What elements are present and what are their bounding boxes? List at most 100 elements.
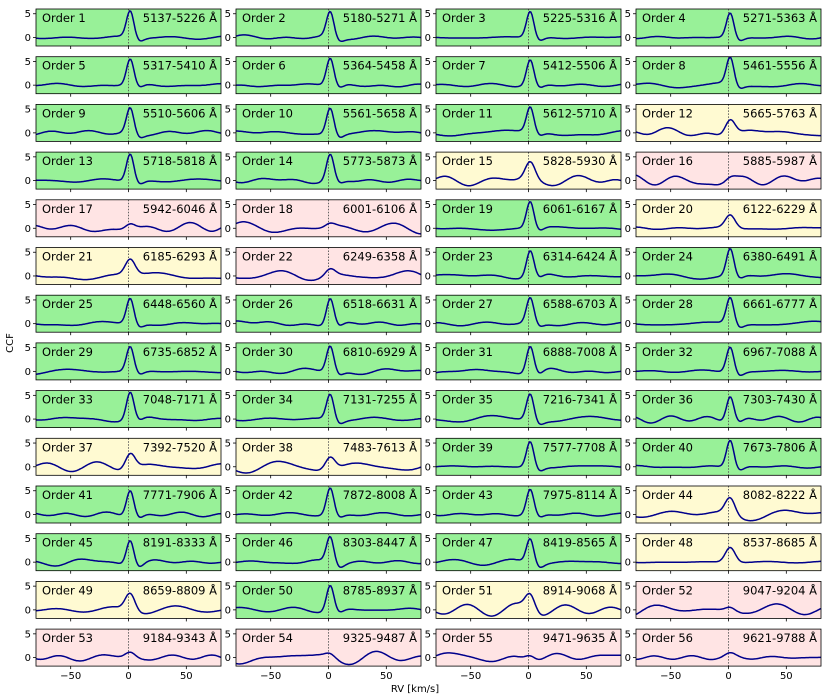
order-label: Order 6 bbox=[242, 59, 286, 73]
y-tick-label: 0 bbox=[625, 319, 631, 330]
y-tick-label: 5 bbox=[625, 391, 631, 402]
y-tick-label: 5 bbox=[225, 486, 231, 497]
panel-order-6: Order 6 5364-5458 Å 0 5 bbox=[225, 56, 422, 97]
panel-order-56: Order 56 9621-9788 Å 0 5 −50 0 50 bbox=[625, 628, 822, 682]
ccf-series-line bbox=[636, 247, 821, 280]
wavelength-range-label: 7771-7906 Å bbox=[143, 487, 217, 502]
y-tick-label: 0 bbox=[225, 176, 231, 187]
y-tick-label: 0 bbox=[625, 128, 631, 139]
y-tick-label: 0 bbox=[425, 367, 431, 378]
x-tick-label: −50 bbox=[260, 671, 281, 682]
ccf-series-line bbox=[35, 391, 221, 423]
y-tick-label: 0 bbox=[625, 510, 631, 521]
ccf-series-line bbox=[635, 296, 822, 329]
y-tick-label: 0 bbox=[25, 462, 31, 473]
y-tick-label: 0 bbox=[25, 605, 31, 616]
y-tick-label: 0 bbox=[425, 558, 431, 569]
panel-order-54: Order 54 9325-9487 Å 0 5 −50 0 50 bbox=[225, 628, 422, 682]
ccf-series-line bbox=[635, 396, 822, 424]
y-tick-label: 0 bbox=[25, 319, 31, 330]
ccf-series-line bbox=[636, 439, 822, 471]
ccf-series-line bbox=[235, 221, 422, 235]
panel-order-38: Order 38 7483-7613 Å 0 5 bbox=[225, 437, 422, 479]
x-tick-label: 50 bbox=[380, 671, 393, 682]
panels-group: Order 1 5137-5226 Å05 Order 2 5180-5271 Å05… bbox=[25, 8, 822, 682]
panel-order-34: Order 34 7131-7255 Å 0 5 bbox=[225, 390, 422, 431]
order-label: Order 23 bbox=[442, 250, 493, 264]
y-tick-label: 5 bbox=[625, 152, 631, 163]
wavelength-range-label: 5773-5873 Å bbox=[343, 153, 417, 168]
panel-order-10: Order 10 5561-5658 Å 0 5 bbox=[225, 104, 422, 145]
ccf-series-line bbox=[435, 393, 621, 426]
panel-order-22: Order 22 6249-6358 Å 0 5 bbox=[225, 247, 422, 288]
wavelength-range-label: 8659-8809 Å bbox=[143, 582, 217, 597]
wavelength-range-label: 8191-8333 Å bbox=[143, 535, 217, 550]
order-label: Order 51 bbox=[442, 583, 493, 597]
panel-order-5: Order 5 5317-5410 Å 0 5 bbox=[25, 56, 222, 97]
y-tick-label: 5 bbox=[225, 343, 231, 354]
y-tick-label: 5 bbox=[625, 486, 631, 497]
panel-order-41: Order 41 7771-7906 Å 0 5 bbox=[25, 485, 222, 526]
wavelength-range-label: 6588-6703 Å bbox=[543, 296, 617, 311]
y-tick-label: 0 bbox=[225, 605, 231, 616]
y-tick-label: 0 bbox=[225, 367, 231, 378]
y-tick-label: 5 bbox=[25, 57, 31, 68]
y-tick-label: 0 bbox=[425, 605, 431, 616]
y-tick-label: 5 bbox=[25, 534, 31, 545]
x-tick-label: 50 bbox=[780, 671, 793, 682]
y-tick-label: 0 bbox=[625, 415, 631, 426]
order-label: Order 49 bbox=[42, 583, 93, 597]
order-label: Order 30 bbox=[242, 345, 293, 359]
panel-order-48: Order 48 8537-8685 Å 0 5 bbox=[625, 533, 822, 574]
y-tick-label: 5 bbox=[625, 343, 631, 354]
wavelength-range-label: 7975-8114 Å bbox=[543, 487, 617, 502]
wavelength-range-label: 6888-7008 Å bbox=[543, 344, 617, 359]
ccf-series-line bbox=[435, 296, 622, 327]
wavelength-range-label: 6001-6106 Å bbox=[343, 201, 417, 216]
panel-order-13: Order 13 5718-5818 Å 0 5 bbox=[25, 151, 222, 193]
panel-order-25: Order 25 6448-6560 Å 0 5 bbox=[25, 294, 222, 336]
y-axis-label: CCF bbox=[5, 333, 16, 353]
y-tick-label: 5 bbox=[425, 9, 431, 20]
panel-order-16: Order 16 5885-5987 Å 0 5 bbox=[625, 151, 822, 193]
x-tick-label: 0 bbox=[525, 671, 531, 682]
order-label: Order 50 bbox=[242, 583, 293, 597]
ccf-series-line bbox=[635, 603, 822, 616]
y-tick-label: 5 bbox=[425, 629, 431, 640]
panel-order-24: Order 24 6380-6491 Å 0 5 bbox=[625, 247, 822, 288]
y-tick-label: 0 bbox=[425, 462, 431, 473]
order-label: Order 21 bbox=[42, 250, 93, 264]
y-tick-label: 0 bbox=[425, 33, 431, 44]
order-label: Order 20 bbox=[642, 202, 693, 216]
x-tick-label: 50 bbox=[180, 671, 193, 682]
wavelength-range-label: 8537-8685 Å bbox=[743, 535, 817, 550]
y-tick-label: 5 bbox=[425, 295, 431, 306]
wavelength-range-label: 8419-8565 Å bbox=[543, 535, 617, 550]
panel-order-28: Order 28 6661-6777 Å 0 5 bbox=[625, 294, 822, 336]
ccf-series-line bbox=[235, 57, 421, 88]
ccf-series-line bbox=[635, 174, 822, 186]
y-tick-label: 0 bbox=[625, 33, 631, 44]
y-tick-label: 0 bbox=[225, 271, 231, 282]
order-label: Order 12 bbox=[642, 106, 693, 120]
panel-order-40: Order 40 7673-7806 Å 0 5 bbox=[625, 437, 822, 479]
ccf-series-line bbox=[435, 652, 621, 663]
panel-order-12: Order 12 5665-5763 Å 0 5 bbox=[625, 104, 822, 145]
y-tick-label: 5 bbox=[225, 439, 231, 450]
ccf-series-line bbox=[435, 250, 622, 280]
wavelength-range-label: 5718-5818 Å bbox=[143, 153, 217, 168]
y-tick-label: 5 bbox=[425, 57, 431, 68]
panel-order-39: Order 39 7577-7708 Å 0 5 bbox=[425, 437, 622, 479]
wavelength-range-label: 8303-8447 Å bbox=[343, 535, 417, 550]
panel-order-3: Order 3 5225-5316 Å 0 5 bbox=[425, 8, 622, 49]
order-label: Order 35 bbox=[442, 393, 493, 407]
panel-order-17: Order 17 5942-6046 Å 0 5 bbox=[25, 199, 222, 240]
panel-order-35: Order 35 7216-7341 Å 0 5 bbox=[425, 390, 622, 431]
y-tick-label: 5 bbox=[225, 629, 231, 640]
y-tick-label: 0 bbox=[225, 510, 231, 521]
order-label: Order 8 bbox=[642, 59, 686, 73]
y-tick-label: 5 bbox=[625, 248, 631, 259]
ccf-series-line bbox=[236, 107, 422, 138]
ccf-series-line bbox=[635, 346, 822, 376]
